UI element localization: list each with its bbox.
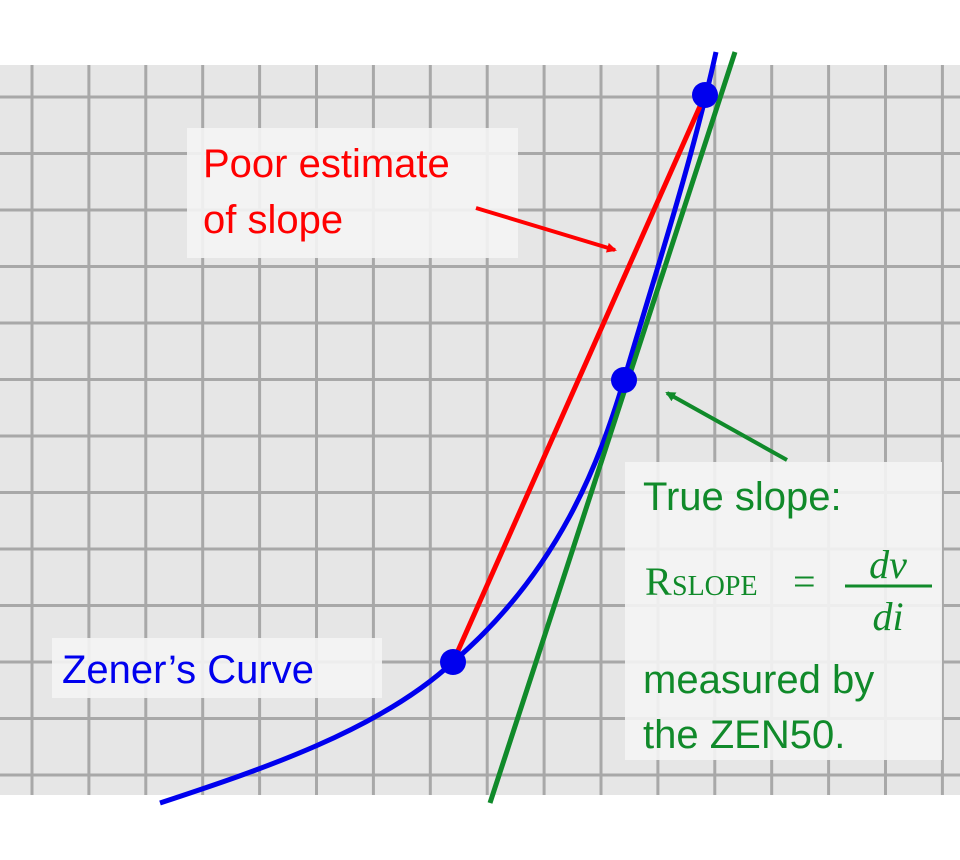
formula-r: R <box>645 559 672 604</box>
point <box>440 649 466 675</box>
zener-curve <box>159 51 719 806</box>
label: of slope <box>203 198 343 242</box>
label: the ZEN50. <box>643 713 845 757</box>
formula-numerator: dv <box>869 542 907 587</box>
label-box <box>187 128 518 258</box>
label: measured by <box>643 658 874 702</box>
point <box>692 82 718 108</box>
arrow <box>475 206 617 253</box>
label: Poor estimate <box>203 142 450 186</box>
label-box <box>625 462 942 760</box>
label: True slope: <box>643 475 842 519</box>
formula-equals: = <box>793 559 816 604</box>
arrow <box>665 391 788 462</box>
formula-subscript: SLOPE <box>672 571 758 602</box>
tangent-line <box>487 51 738 804</box>
label-box <box>52 638 382 698</box>
point <box>611 367 637 393</box>
chord-line <box>450 93 708 664</box>
label: Zener’s Curve <box>62 648 314 692</box>
formula-denominator: di <box>872 594 903 639</box>
